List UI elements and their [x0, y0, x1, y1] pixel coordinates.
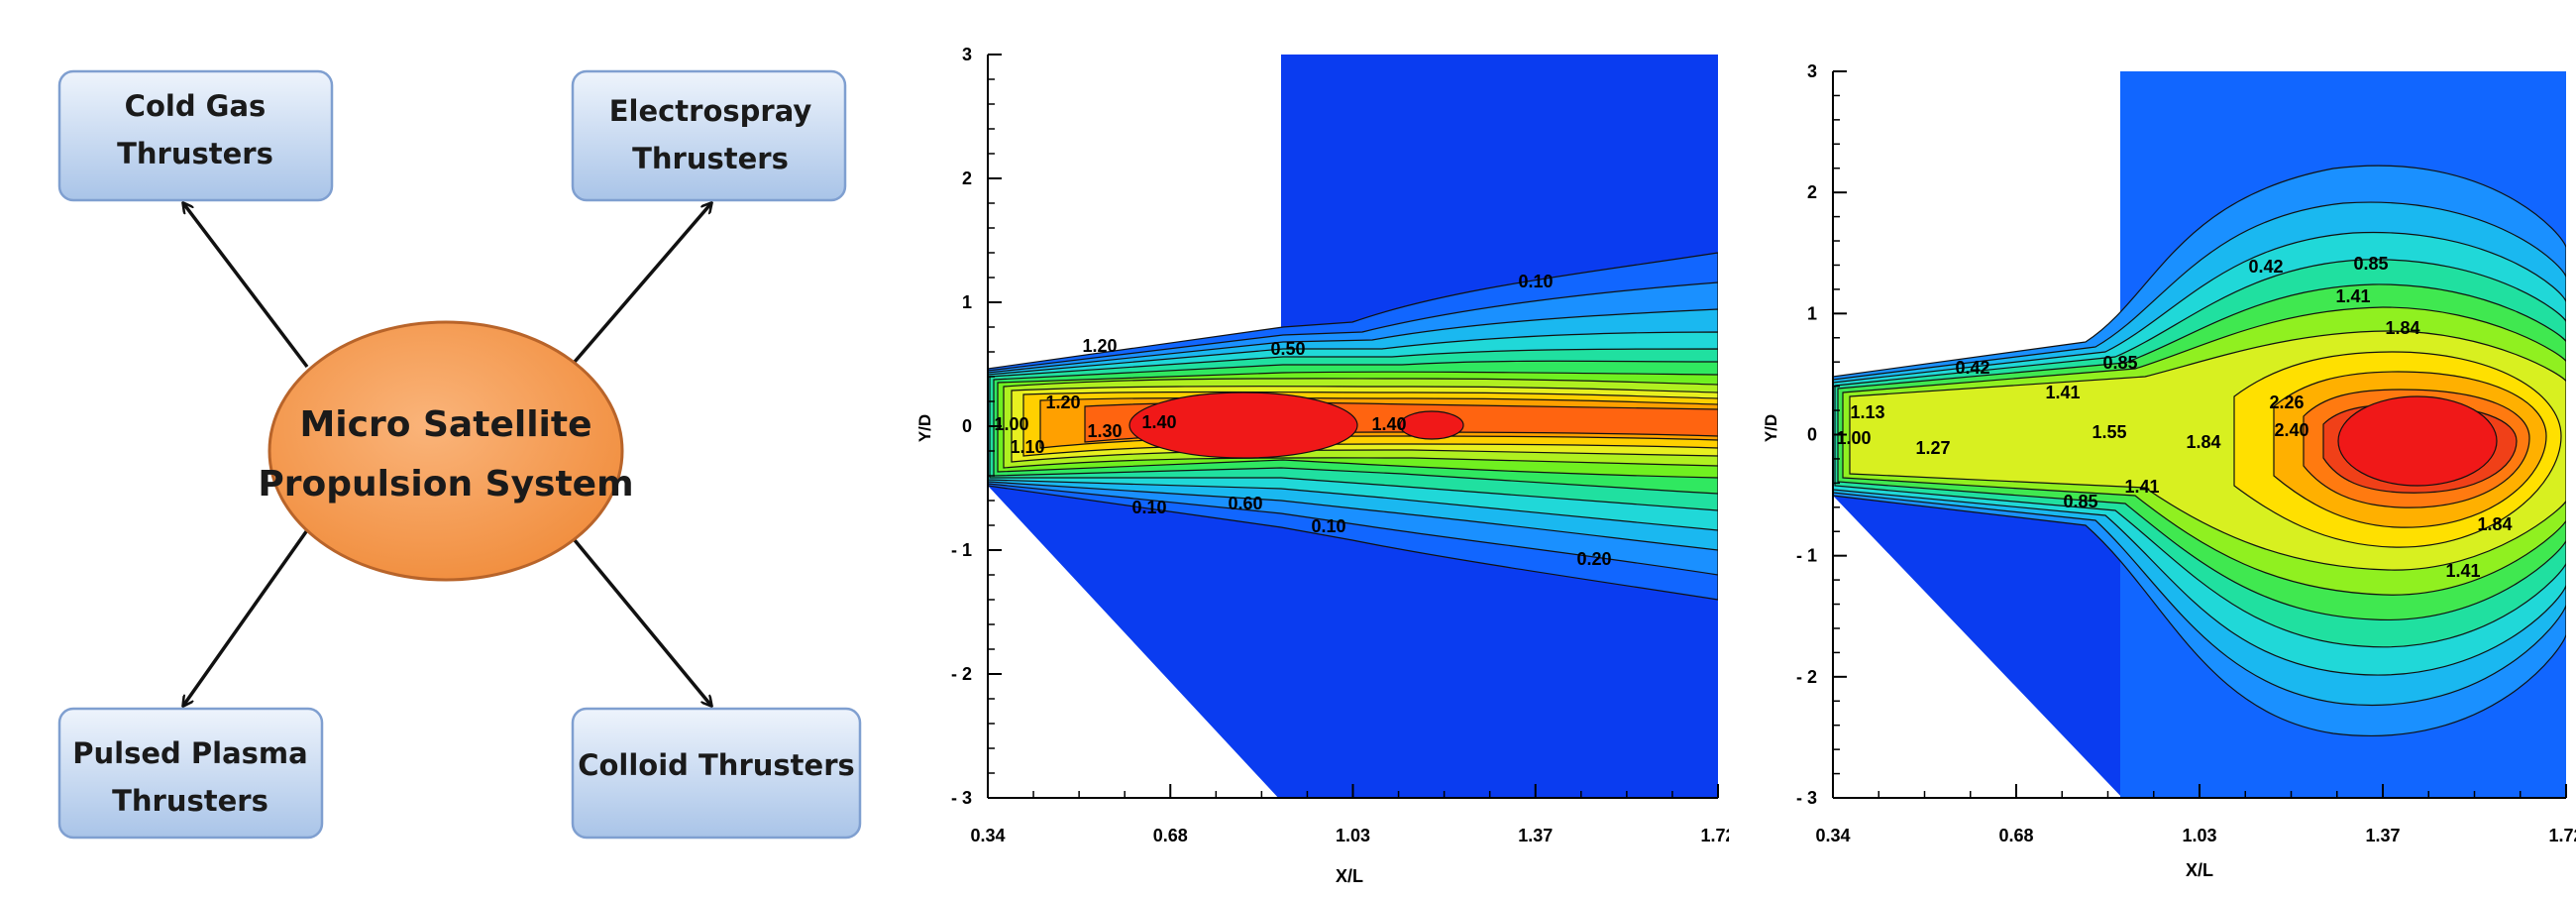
contour-label: 1.41: [2124, 477, 2159, 497]
x-tick-label: 1.03: [1336, 826, 1370, 845]
arrow-to-cold-gas: [183, 203, 309, 369]
y-ticks: 3 2 1 0 - 1 - 2 - 3: [1796, 61, 1847, 808]
y-axis-label: Y/D: [915, 414, 934, 442]
contour-label: 1.41: [2445, 561, 2480, 581]
arrow-to-electrospray: [573, 203, 711, 364]
diagram-canvas: Cold Gas Thrusters Electrospray Thruster…: [57, 69, 862, 840]
contour-label: 2.26: [2269, 392, 2304, 412]
contour-label: 0.42: [2248, 257, 2283, 277]
contour-label: 1.27: [1915, 438, 1950, 458]
x-tick-label: 1.37: [1518, 826, 1553, 845]
center-label-line2: Propulsion System: [258, 464, 633, 505]
box-label-line2: Thrusters: [117, 137, 273, 170]
contour-label: 1.55: [2092, 422, 2126, 442]
contour-plot-2-canvas: 3 2 1 0 - 1 - 2 - 3 0.34 0.68 1.03 1.37 1.72 Y/D X…: [1762, 61, 2576, 880]
y-tick-label: 3: [1807, 61, 1817, 81]
x-axis-label: X/L: [1336, 866, 1363, 886]
box-label-line2: Thrusters: [632, 142, 789, 175]
contour-labels: 0.10 1.20 0.50 1.20 1.00 1.10 1.30 1.40 …: [994, 272, 1611, 569]
arrow-to-pulsed-plasma: [183, 528, 309, 706]
contour-label: 0.10: [1131, 498, 1166, 517]
contour-label: 1.00: [994, 414, 1028, 434]
y-tick-label: 0: [962, 416, 972, 436]
contour-plot-2: 3 2 1 0 - 1 - 2 - 3 0.34 0.68 1.03 1.37 1.72 Y/D X…: [1739, 0, 2576, 892]
y-tick-label: - 2: [951, 664, 972, 684]
contour-plot-1-canvas: 3 2 1 0 - 1 - 2 - 3 0.34 0.68 1.03 1.37 1.72 Y/D X…: [915, 45, 1736, 886]
box-label-line1: Colloid Thrusters: [578, 748, 855, 782]
box-pulsed-plasma: Pulsed Plasma Thrusters: [57, 707, 324, 840]
x-ticks: 0.34 0.68 1.03 1.37 1.72: [970, 784, 1736, 845]
box-label-line1: Pulsed Plasma: [72, 736, 307, 770]
contour-label: 0.10: [1311, 516, 1345, 536]
center-label-line1: Micro Satellite: [299, 404, 591, 445]
y-tick-label: - 3: [951, 788, 972, 808]
box-label-line1: Cold Gas: [125, 89, 267, 123]
x-ticks: 0.34 0.68 1.03 1.37 1.72: [1815, 784, 2576, 845]
contour-label: 1.84: [2385, 318, 2419, 338]
center-node: Micro Satellite Propulsion System: [258, 320, 634, 582]
y-tick-label: 2: [1807, 182, 1817, 202]
contour-label: 0.85: [2063, 492, 2097, 511]
contour-label: 0.85: [2353, 254, 2388, 274]
y-ticks: 3 2 1 0 - 1 - 2 - 3: [951, 45, 1002, 808]
x-tick-label: 0.68: [1998, 826, 2033, 845]
contour-label: 1.00: [1836, 428, 1871, 448]
y-tick-label: 1: [1807, 303, 1817, 323]
contour-label: 1.20: [1045, 392, 1080, 412]
y-tick-label: - 3: [1796, 788, 1817, 808]
contour-label: 0.10: [1518, 272, 1553, 291]
y-tick-label: 1: [962, 292, 972, 312]
y-tick-label: - 1: [951, 540, 972, 560]
contour-label: 1.41: [2335, 286, 2370, 306]
x-tick-label: 1.72: [1700, 826, 1729, 845]
box-electrospray: Electrospray Thrusters: [571, 69, 847, 202]
propulsion-diagram: Cold Gas Thrusters Electrospray Thruster…: [0, 0, 892, 892]
contour-label: 1.10: [1010, 437, 1044, 457]
x-tick-label: 1.37: [2365, 826, 2400, 845]
x-tick-label: 0.34: [1815, 826, 1850, 845]
contour-label: 0.50: [1270, 339, 1305, 359]
contour-labels: 0.42 0.85 0.42 0.85 1.41 1.41 1.84 1.13 …: [1836, 254, 2512, 581]
y-tick-label: 0: [1807, 425, 1817, 445]
box-cold-gas: Cold Gas Thrusters: [57, 69, 334, 202]
contour-label: 1.30: [1087, 421, 1122, 441]
contour-label: 1.84: [2186, 432, 2220, 452]
box-label-line1: Electrospray: [609, 94, 812, 128]
y-tick-label: - 1: [1796, 546, 1817, 566]
box-colloid: Colloid Thrusters: [571, 707, 862, 840]
contour-label: 1.41: [2045, 383, 2080, 402]
contour-label: 0.85: [2102, 353, 2137, 373]
contour-field-1: [988, 55, 1718, 798]
contour-label: 1.40: [1141, 412, 1176, 432]
contour-label: 1.13: [1850, 402, 1884, 422]
contour-field-2: [1833, 71, 2566, 798]
contour-label: 0.42: [1955, 358, 1989, 378]
contour-label: 1.20: [1082, 336, 1117, 356]
box-label-line2: Thrusters: [112, 784, 268, 818]
contour-label: 2.40: [2274, 420, 2308, 440]
x-tick-label: 0.68: [1153, 826, 1188, 845]
contour-plot-1: 3 2 1 0 - 1 - 2 - 3 0.34 0.68 1.03 1.37 1.72 Y/D X…: [897, 0, 1736, 892]
y-tick-label: 2: [962, 168, 972, 188]
x-tick-label: 1.03: [2182, 826, 2216, 845]
contour-label: 1.84: [2477, 514, 2512, 534]
y-tick-label: - 2: [1796, 667, 1817, 687]
x-tick-label: 0.34: [970, 826, 1005, 845]
y-tick-label: 3: [962, 45, 972, 64]
contour-label: 1.40: [1371, 414, 1406, 434]
arrow-to-colloid: [573, 538, 711, 706]
x-tick-label: 1.72: [2548, 826, 2576, 845]
contour-label: 0.20: [1576, 549, 1611, 569]
y-axis-label: Y/D: [1762, 414, 1780, 442]
x-axis-label: X/L: [2186, 860, 2213, 880]
contour-label: 0.60: [1228, 494, 1262, 513]
